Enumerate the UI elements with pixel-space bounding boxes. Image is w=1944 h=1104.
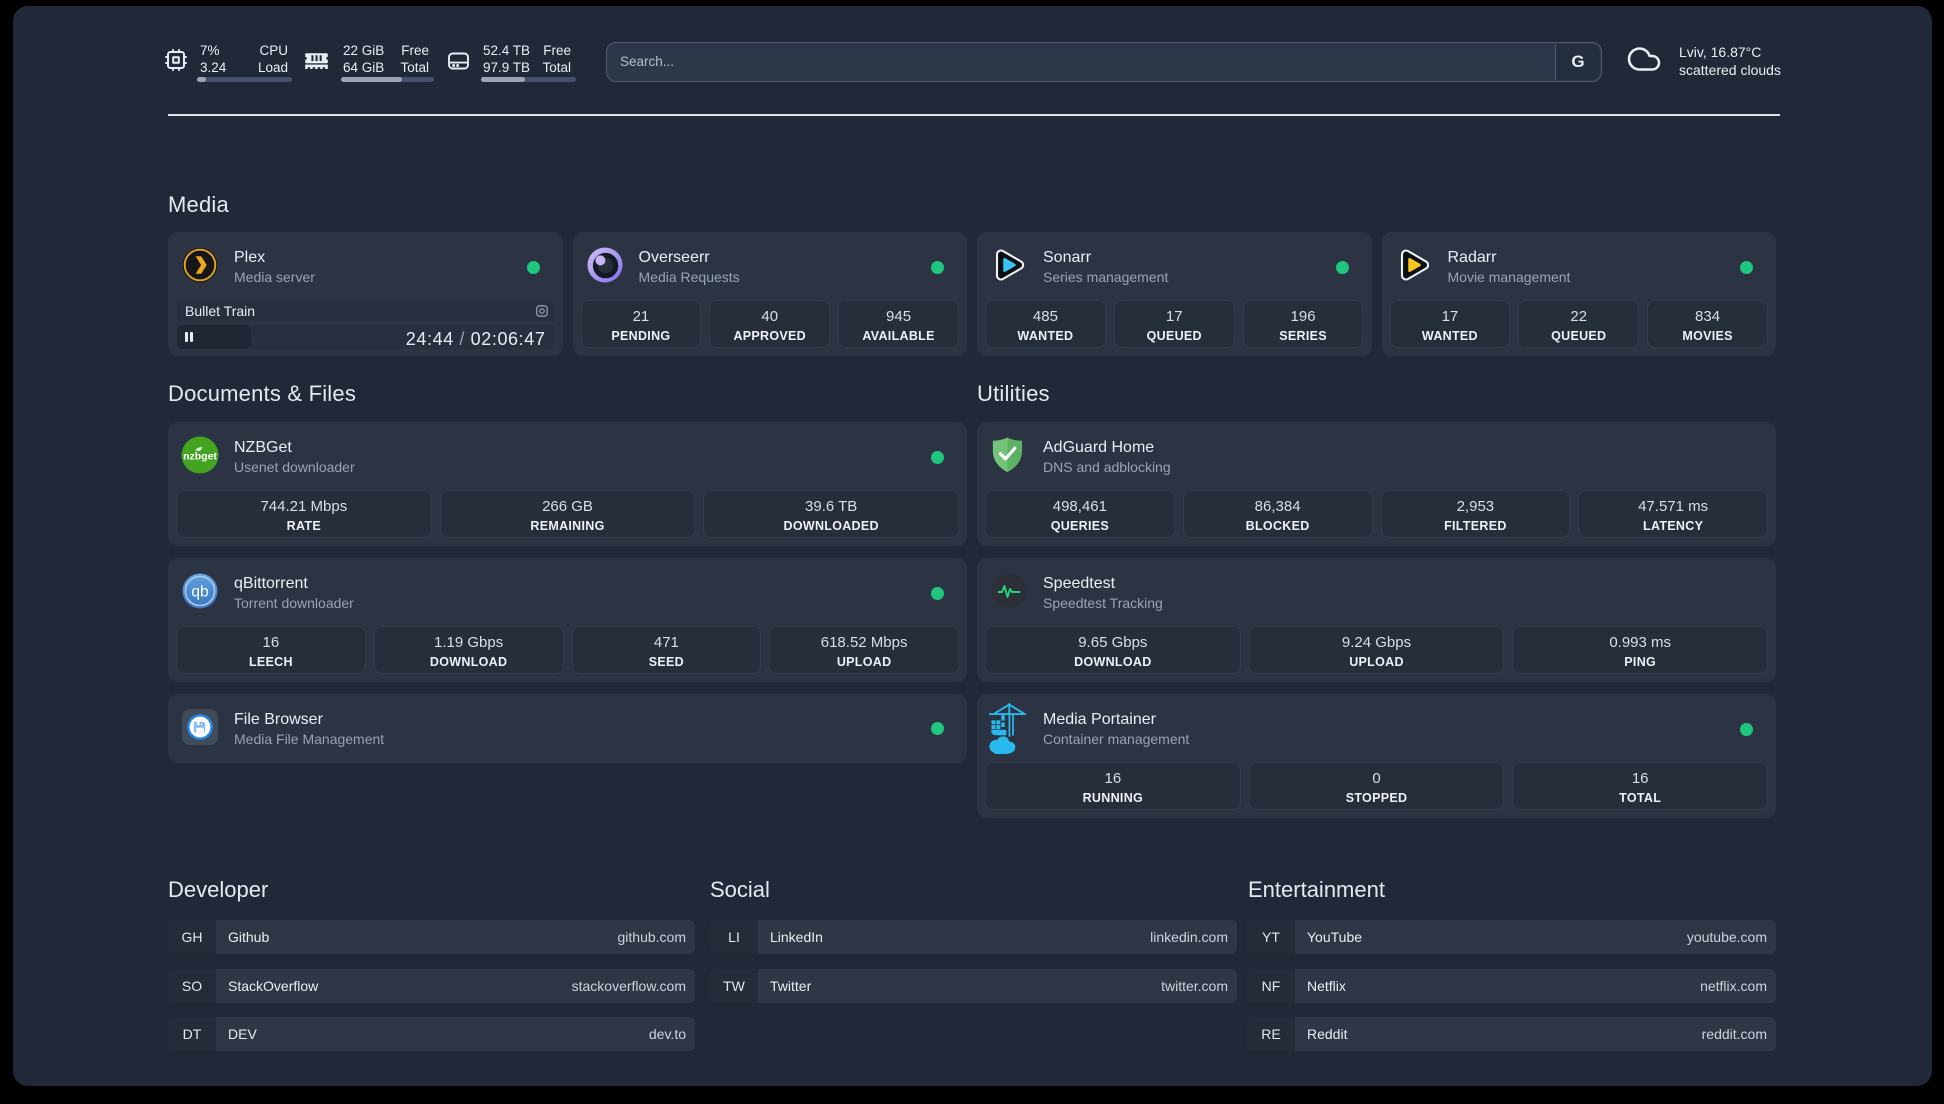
svg-text:qb: qb (191, 584, 208, 601)
svg-text:nzbget: nzbget (183, 451, 217, 463)
